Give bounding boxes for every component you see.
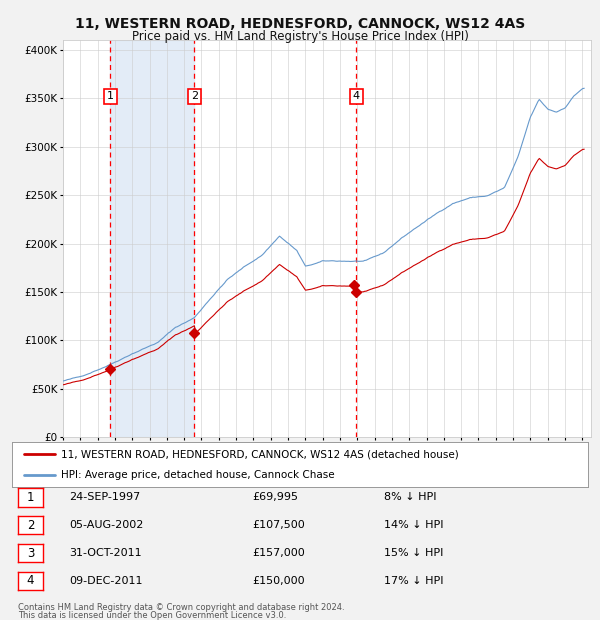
Text: 8% ↓ HPI: 8% ↓ HPI — [384, 492, 437, 502]
Text: Price paid vs. HM Land Registry's House Price Index (HPI): Price paid vs. HM Land Registry's House … — [131, 30, 469, 43]
Text: 2: 2 — [191, 91, 198, 102]
Text: £69,995: £69,995 — [252, 492, 298, 502]
Bar — [110, 40, 194, 437]
Text: HPI: Average price, detached house, Cannock Chase: HPI: Average price, detached house, Cann… — [61, 469, 335, 480]
Text: 4: 4 — [353, 91, 360, 102]
Text: 2: 2 — [27, 519, 34, 531]
Text: £107,500: £107,500 — [252, 520, 305, 530]
Text: 4: 4 — [27, 575, 34, 587]
Text: This data is licensed under the Open Government Licence v3.0.: This data is licensed under the Open Gov… — [18, 611, 286, 620]
Text: 24-SEP-1997: 24-SEP-1997 — [69, 492, 140, 502]
Text: 14% ↓ HPI: 14% ↓ HPI — [384, 520, 443, 530]
Text: 1: 1 — [107, 91, 114, 102]
Text: 31-OCT-2011: 31-OCT-2011 — [69, 548, 142, 558]
Text: Contains HM Land Registry data © Crown copyright and database right 2024.: Contains HM Land Registry data © Crown c… — [18, 603, 344, 612]
Text: 1: 1 — [27, 491, 34, 503]
Text: £150,000: £150,000 — [252, 576, 305, 586]
Text: 3: 3 — [27, 547, 34, 559]
Text: 15% ↓ HPI: 15% ↓ HPI — [384, 548, 443, 558]
Text: 09-DEC-2011: 09-DEC-2011 — [69, 576, 143, 586]
Text: 11, WESTERN ROAD, HEDNESFORD, CANNOCK, WS12 4AS: 11, WESTERN ROAD, HEDNESFORD, CANNOCK, W… — [75, 17, 525, 32]
Text: £157,000: £157,000 — [252, 548, 305, 558]
Text: 05-AUG-2002: 05-AUG-2002 — [69, 520, 143, 530]
Text: 17% ↓ HPI: 17% ↓ HPI — [384, 576, 443, 586]
Text: 11, WESTERN ROAD, HEDNESFORD, CANNOCK, WS12 4AS (detached house): 11, WESTERN ROAD, HEDNESFORD, CANNOCK, W… — [61, 449, 459, 459]
